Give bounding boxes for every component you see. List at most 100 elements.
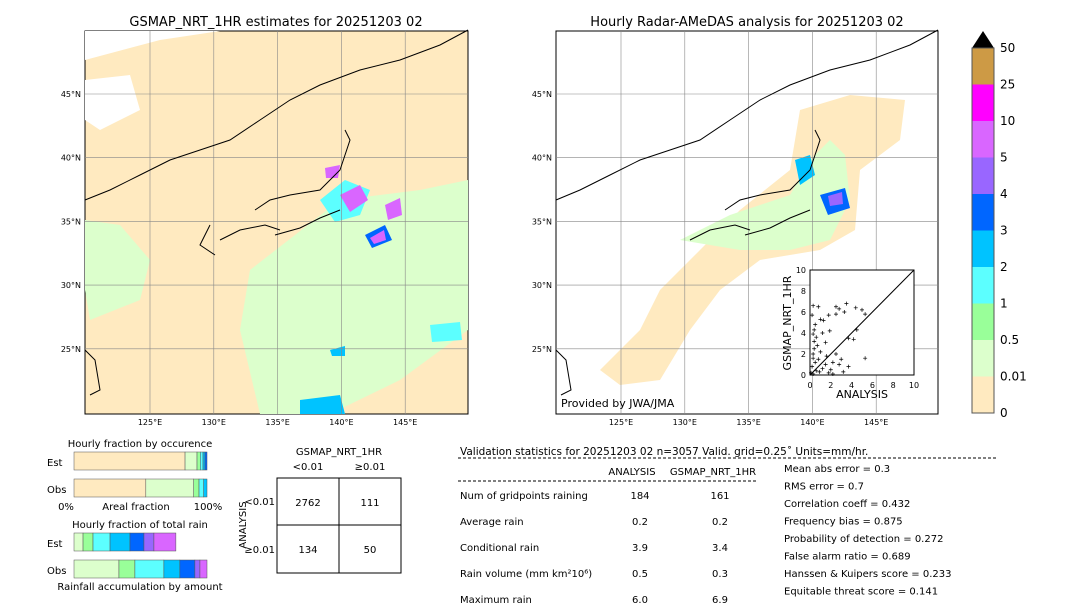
scatter-point xyxy=(851,337,856,342)
stat-analysis: 3.9 xyxy=(632,543,648,554)
lat-tick: 25°N xyxy=(532,345,552,354)
score-item: Correlation coeff = 0.432 xyxy=(784,499,910,510)
table-cell: 50 xyxy=(364,545,377,556)
bar-segment xyxy=(82,532,94,552)
scatter-point xyxy=(810,313,815,318)
x-tick: 6 xyxy=(870,381,875,390)
score-item: Hanssen & Kuipers score = 0.233 xyxy=(784,569,951,580)
score-item: RMS error = 0.7 xyxy=(784,482,864,493)
x-tick: 0 xyxy=(807,381,812,390)
scatter-ylabel: GSMAP_NRT_1HR xyxy=(781,275,794,370)
scatter-point xyxy=(817,369,822,374)
colorbar-label: 4 xyxy=(1000,187,1008,201)
score-item: False alarm ratio = 0.689 xyxy=(784,552,911,563)
bar-segment xyxy=(143,532,155,552)
y-tick: 6 xyxy=(801,308,806,317)
x-tick: 0% xyxy=(58,502,74,513)
stat-label: Rain volume (mm km²10⁶) xyxy=(460,569,592,580)
lon-tick: 140°E xyxy=(800,418,824,427)
scatter-point xyxy=(853,305,858,310)
colorbar-segment xyxy=(972,340,994,377)
lat-tick: 35°N xyxy=(532,217,552,226)
stat-gsmap: 0.2 xyxy=(712,517,728,528)
score-item: Equitable threat score = 0.141 xyxy=(784,587,938,598)
scatter-point xyxy=(846,364,851,369)
bar-segment xyxy=(145,478,194,498)
obs-label: Obs xyxy=(47,485,66,496)
scatter-point xyxy=(810,364,815,369)
contingency-table: GSMAP_NRT_1HR <0.01 ≥0.01 ANALYSIS <0.01… xyxy=(238,447,402,574)
scatter-point xyxy=(860,307,864,312)
x-tick: 100% xyxy=(194,502,223,513)
bar-segment xyxy=(202,451,206,471)
colorbar-frame xyxy=(971,47,995,414)
colorbar-label: 2 xyxy=(1000,260,1008,274)
col-header: <0.01 xyxy=(293,462,324,473)
scatter-point xyxy=(830,371,835,376)
scatter-point xyxy=(820,366,825,371)
x-tick: 2 xyxy=(828,381,833,390)
lon-tick: 130°E xyxy=(202,418,226,427)
y-tick: 4 xyxy=(801,329,806,338)
credit-text: Provided by JWA/JMA xyxy=(561,397,675,410)
scatter-point xyxy=(815,343,820,348)
colorbar: 50 25 10 5 4 3 2 1 0.5 0.01 0 xyxy=(971,31,1027,420)
scatter-point xyxy=(863,356,868,361)
column-header: GSMAP_NRT_1HR xyxy=(670,467,756,478)
lat-tick: 45°N xyxy=(532,90,552,99)
stat-analysis: 0.2 xyxy=(632,517,648,528)
y-tick: 10 xyxy=(796,266,806,275)
scatter-point xyxy=(827,328,832,333)
bar-segment xyxy=(193,478,200,498)
colorbar-segment xyxy=(972,48,994,85)
scatter-point xyxy=(834,312,838,317)
scatter-point xyxy=(811,371,816,376)
scatter-point xyxy=(824,354,829,359)
colorbar-segment xyxy=(972,376,994,413)
scatter-point xyxy=(826,370,831,375)
row-header: ≥0.01 xyxy=(244,545,275,556)
lat-tick: 30°N xyxy=(61,281,81,290)
bar-segment xyxy=(129,532,145,552)
bar-segment xyxy=(196,451,201,471)
lat-tick: 45°N xyxy=(61,90,81,99)
bar-segment xyxy=(200,451,204,471)
bar-segment xyxy=(179,559,196,579)
colorbar-segment xyxy=(972,303,994,340)
occurrence-xlabel: Areal fraction xyxy=(102,502,169,513)
scatter-point xyxy=(813,360,818,365)
scatter-point xyxy=(834,352,838,356)
occurrence-chart: Hourly fraction by occurence Est Obs 0% … xyxy=(47,439,222,513)
scatter-point xyxy=(842,310,847,314)
x-tick: 8 xyxy=(891,381,896,390)
bar-segment xyxy=(153,532,177,552)
scatter-point xyxy=(812,339,817,344)
lon-tick: 135°E xyxy=(736,418,760,427)
obs-label: Obs xyxy=(47,566,66,577)
stat-gsmap: 3.4 xyxy=(712,543,728,554)
scatter-point xyxy=(826,313,831,318)
scatter-point xyxy=(828,367,833,372)
scatter-point xyxy=(816,304,821,309)
scatter-inset: 00 2 2 4 4 6 6 8 8 10 10 ANALYSIS GSMAP_NRT_1HR xyxy=(781,266,919,401)
bar-segment xyxy=(109,532,131,552)
stat-gsmap: 161 xyxy=(710,491,729,502)
bar-segment xyxy=(92,532,111,552)
lon-tick: 125°E xyxy=(609,418,633,427)
occurrence-title: Hourly fraction by occurence xyxy=(68,439,212,450)
scatter-point xyxy=(814,335,819,340)
colorbar-label: 25 xyxy=(1000,78,1015,92)
scatter-point xyxy=(813,322,818,327)
scatter-point xyxy=(854,327,859,332)
colorbar-segment xyxy=(972,230,994,267)
table-cell: 2762 xyxy=(295,498,320,509)
lat-tick: 40°N xyxy=(532,154,552,163)
scatter-point xyxy=(821,318,826,323)
scatter-point xyxy=(823,362,828,367)
scatter-point xyxy=(812,346,817,351)
scatter-point xyxy=(812,327,817,332)
bar-segment xyxy=(73,478,147,498)
score-item: Mean abs error = 0.3 xyxy=(784,464,890,475)
colorbar-label: 5 xyxy=(1000,151,1008,165)
rain-fraction-title: Hourly fraction of total rain xyxy=(72,520,208,531)
